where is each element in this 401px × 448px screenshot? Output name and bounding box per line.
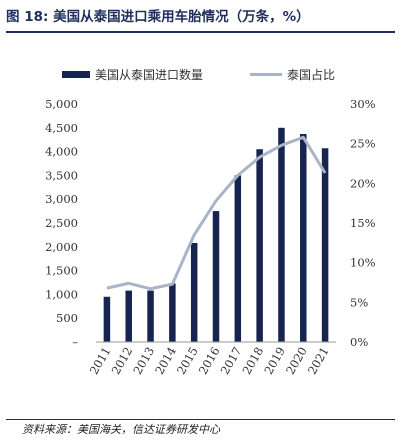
bar-2014 bbox=[169, 283, 176, 342]
figure-title: 图 18: 美国从泰国进口乘用车胎情况（万条，%） bbox=[6, 9, 310, 25]
bar-2012 bbox=[125, 290, 132, 342]
x-tick-label: 2020 bbox=[283, 345, 310, 377]
x-tick-label: 2014 bbox=[152, 345, 179, 377]
x-tick-label: 2012 bbox=[109, 345, 136, 377]
y-axis-right: 0% 5% 10% 15% 20% 25% 30% bbox=[350, 97, 376, 349]
bar-2011 bbox=[103, 296, 111, 342]
chart-legend: 美国从泰国进口数量 泰国占比 bbox=[62, 67, 335, 82]
x-tick-label: 2018 bbox=[239, 345, 266, 377]
x-tick-label: 2017 bbox=[218, 345, 245, 377]
bar-2016 bbox=[212, 211, 220, 342]
bar-2021 bbox=[321, 148, 329, 342]
title-divider bbox=[6, 31, 395, 33]
bar-2017 bbox=[234, 175, 242, 342]
legend-line-label: 泰国占比 bbox=[287, 67, 335, 82]
bar-2013 bbox=[147, 290, 154, 342]
line-series bbox=[106, 135, 327, 291]
y-left-tick-label: 3,500 bbox=[45, 168, 78, 182]
source-note: 资料来源：美国海关，信达证券研发中心 bbox=[22, 423, 220, 436]
y-left-tick-label: 2,500 bbox=[45, 216, 78, 230]
y-left-tick-label: 1,500 bbox=[45, 264, 78, 278]
y-left-tick-label: 3,000 bbox=[45, 192, 78, 206]
source-divider bbox=[6, 419, 395, 420]
x-tick-label: 2016 bbox=[196, 345, 223, 377]
bar-2019 bbox=[278, 127, 285, 342]
y-right-tick-label: 0% bbox=[350, 335, 368, 349]
bar-2020 bbox=[300, 133, 307, 342]
x-axis: 2011201220132014201520162017201820192020… bbox=[87, 341, 336, 377]
bar-series bbox=[103, 127, 329, 342]
y-left-tick-label: 500 bbox=[56, 311, 78, 325]
bar-2018 bbox=[256, 149, 263, 342]
x-tick-label: 2015 bbox=[174, 345, 201, 377]
y-left-tick-label: – bbox=[72, 335, 78, 349]
y-right-tick-label: 5% bbox=[350, 295, 368, 309]
legend-bar-label: 美国从泰国进口数量 bbox=[95, 67, 203, 82]
y-left-tick-label: 2,000 bbox=[45, 240, 78, 254]
x-tick-label: 2011 bbox=[87, 345, 114, 377]
legend-bar-swatch bbox=[62, 71, 90, 78]
y-right-tick-label: 20% bbox=[350, 176, 376, 190]
y-right-tick-label: 25% bbox=[350, 137, 376, 151]
y-right-tick-label: 30% bbox=[350, 97, 376, 111]
x-tick-label: 2019 bbox=[261, 345, 288, 377]
y-left-tick-label: 5,000 bbox=[45, 97, 78, 111]
y-right-tick-label: 15% bbox=[350, 216, 376, 230]
x-tick-label: 2021 bbox=[305, 345, 332, 377]
x-tick-label: 2013 bbox=[130, 345, 157, 377]
y-axis-left: – 500 1,000 1,500 2,000 2,500 3,000 3,500 4,000 4… bbox=[45, 97, 78, 349]
y-right-tick-label: 10% bbox=[350, 256, 376, 270]
y-left-tick-label: 1,000 bbox=[45, 287, 78, 301]
y-left-tick-label: 4,000 bbox=[45, 145, 78, 159]
bar-2015 bbox=[190, 242, 198, 342]
combo-chart: 美国从泰国进口数量 泰国占比 – 500 1,000 1,500 2,000 2,500 3… bbox=[45, 67, 376, 377]
y-left-tick-label: 4,500 bbox=[45, 121, 78, 135]
